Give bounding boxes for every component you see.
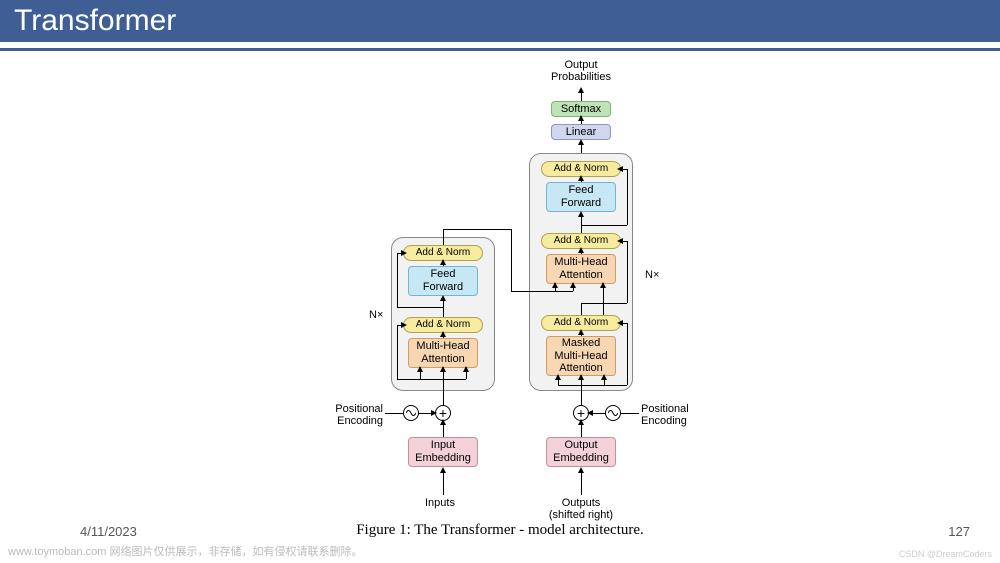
arrow bbox=[443, 391, 444, 405]
enc-multihead-attn: Multi-HeadAttention bbox=[408, 338, 478, 368]
arrow bbox=[443, 229, 511, 230]
linear-block: Linear bbox=[551, 124, 611, 140]
arrow-head bbox=[431, 410, 437, 416]
arrow bbox=[511, 229, 512, 291]
arrow-head bbox=[601, 374, 607, 380]
slide-content: Output Probabilities Softmax Linear Add … bbox=[0, 51, 1000, 563]
arrow bbox=[511, 291, 573, 292]
credit: CSDN @DreamCoders bbox=[899, 549, 992, 559]
arrow-head bbox=[578, 175, 584, 181]
arrow-head bbox=[578, 87, 584, 93]
sine-icon-right bbox=[605, 405, 621, 421]
arrow bbox=[443, 299, 444, 317]
watermark: www.toymoban.com 网络图片仅供展示，非存储，如有侵权请联系删除。 bbox=[8, 543, 362, 559]
arrow bbox=[397, 379, 420, 380]
arrow-head bbox=[617, 166, 623, 172]
arrow-head bbox=[440, 259, 446, 265]
output-probabilities-label: Output Probabilities bbox=[541, 59, 621, 83]
arrow-head bbox=[578, 467, 584, 473]
arrow bbox=[627, 241, 628, 303]
arrow-head bbox=[440, 331, 446, 337]
dec-masked-attn: MaskedMulti-HeadAttention bbox=[546, 336, 616, 376]
enc-feedforward: FeedForward bbox=[408, 266, 478, 296]
footer-page: 127 bbox=[948, 524, 970, 539]
arrow bbox=[627, 169, 628, 225]
arrow-head bbox=[555, 374, 561, 380]
input-embedding: InputEmbedding bbox=[408, 437, 478, 467]
arrow-head bbox=[617, 320, 623, 326]
arrow bbox=[581, 303, 582, 315]
arrow-head bbox=[578, 374, 584, 380]
arrow-head bbox=[617, 238, 623, 244]
sine-icon-left bbox=[403, 405, 419, 421]
arrow-head bbox=[401, 250, 407, 256]
arrow-head bbox=[578, 115, 584, 121]
arrow bbox=[443, 229, 444, 245]
arrow-head bbox=[463, 366, 469, 372]
nx-right-label: N× bbox=[645, 269, 659, 281]
pos-enc-right-label: PositionalEncoding bbox=[641, 403, 701, 427]
arrow bbox=[603, 303, 627, 304]
pos-enc-left-label: PositionalEncoding bbox=[333, 403, 383, 427]
slide-header: Transformer bbox=[0, 0, 1000, 42]
outputs-label: Outputs(shifted right) bbox=[545, 497, 617, 521]
arrow-head bbox=[440, 467, 446, 473]
arrow-head bbox=[401, 322, 407, 328]
arrow bbox=[581, 215, 582, 233]
arrow bbox=[581, 391, 582, 405]
arrow bbox=[397, 325, 398, 379]
nx-left-label: N× bbox=[369, 309, 383, 321]
arrow-head bbox=[578, 329, 584, 335]
arrow bbox=[604, 385, 627, 386]
inputs-label: Inputs bbox=[425, 497, 455, 509]
arrow bbox=[627, 323, 628, 385]
dec-feedforward: FeedForward bbox=[546, 182, 616, 212]
arrow-head bbox=[440, 366, 446, 372]
arrow-head bbox=[440, 295, 446, 301]
arrow-head bbox=[578, 211, 584, 217]
arrow bbox=[385, 413, 403, 414]
arrow-head bbox=[578, 247, 584, 253]
arrow-head bbox=[417, 366, 423, 372]
arrow bbox=[397, 307, 443, 308]
arrow bbox=[581, 225, 627, 226]
arrow bbox=[397, 253, 398, 307]
arrow bbox=[581, 303, 603, 304]
arrow-head bbox=[600, 282, 606, 288]
arrow-head bbox=[440, 419, 446, 425]
arrow-head bbox=[578, 139, 584, 145]
arrow-head bbox=[552, 282, 558, 288]
arrow bbox=[420, 379, 466, 380]
arrow-head bbox=[570, 282, 576, 288]
arrow-head bbox=[578, 419, 584, 425]
transformer-diagram: Output Probabilities Softmax Linear Add … bbox=[345, 59, 685, 539]
arrow bbox=[621, 413, 639, 414]
figure-caption: Figure 1: The Transformer - model archit… bbox=[356, 522, 644, 539]
output-embedding: OutputEmbedding bbox=[546, 437, 616, 467]
footer-date: 4/11/2023 bbox=[80, 524, 137, 539]
arrow-head bbox=[587, 410, 593, 416]
dec-multihead-attn: Multi-HeadAttention bbox=[546, 254, 616, 284]
slide-title: Transformer bbox=[14, 4, 176, 37]
